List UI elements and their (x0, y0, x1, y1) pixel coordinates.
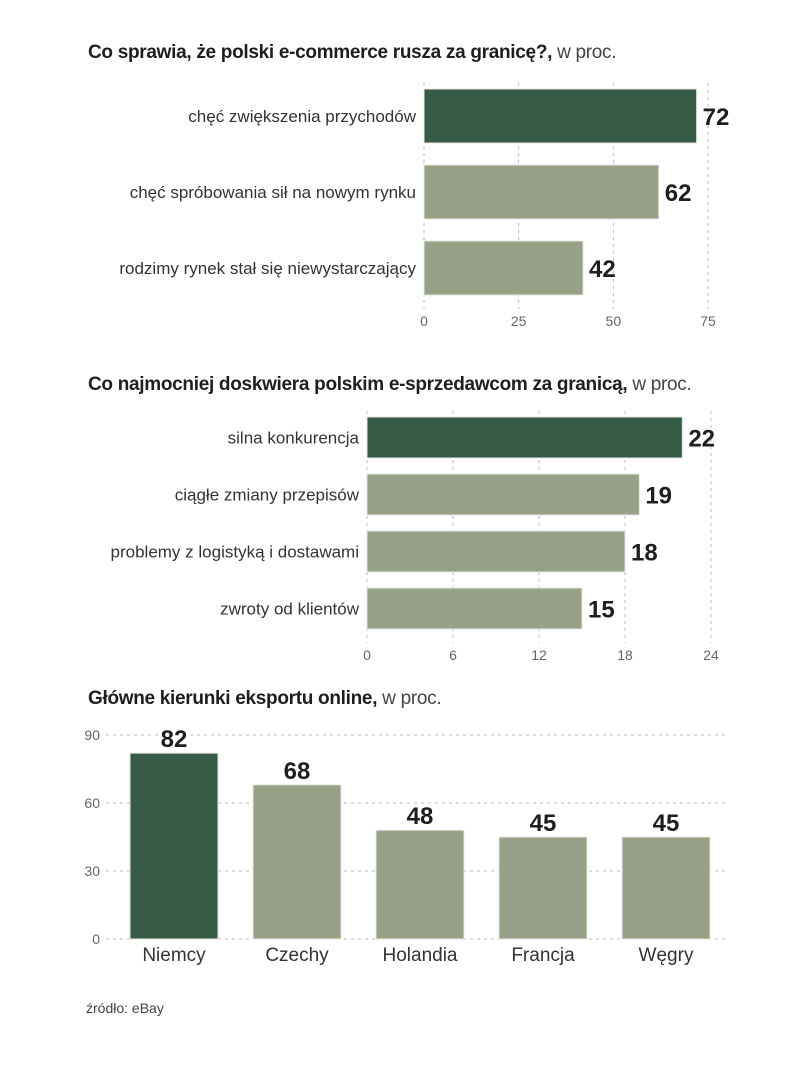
chart2-title-main: Co najmocniej doskwiera polskim e-sprzed… (88, 374, 628, 395)
y-tick-label: 60 (84, 795, 100, 811)
bar (366, 416, 683, 459)
category-label: Czechy (265, 945, 329, 966)
value-label: 22 (688, 426, 715, 453)
category-label: Niemcy (142, 945, 206, 966)
x-tick-label: 24 (703, 647, 719, 663)
y-tick-label: 0 (92, 931, 100, 947)
value-label: 45 (530, 810, 557, 837)
bar (498, 836, 588, 940)
chart1-title: Co sprawia, że polski e-commerce rusza z… (88, 42, 617, 64)
value-label: 19 (645, 483, 672, 510)
bar (366, 530, 626, 573)
category-label: ciągłe zmiany przepisów (175, 486, 360, 505)
x-tick-label: 0 (363, 647, 371, 663)
category-label: problemy z logistyką i dostawami (111, 543, 359, 562)
chart3-title: Główne kierunki eksportu online, w proc. (88, 688, 442, 710)
category-label: Węgry (639, 945, 694, 966)
value-label: 72 (703, 104, 730, 131)
bar (423, 88, 698, 144)
category-label: Francja (511, 945, 575, 966)
bar (423, 240, 584, 296)
category-label: zwroty od klientów (220, 600, 360, 619)
x-tick-label: 18 (617, 647, 633, 663)
value-label: 42 (589, 256, 616, 283)
x-tick-label: 6 (449, 647, 457, 663)
value-label: 68 (284, 758, 311, 785)
category-label: chęć zwiększenia przychodów (188, 107, 416, 126)
chart2-title-unit: w proc. (632, 374, 692, 395)
category-label: chęć spróbowania sił na nowym rynku (130, 183, 416, 202)
value-label: 62 (665, 180, 692, 207)
y-tick-label: 30 (84, 863, 100, 879)
chart3-title-unit: w proc. (382, 688, 442, 709)
chart1-reasons-bar-chart: 0 25 50 75 chęć zwiększenia przychodów 72 chęć… (119, 83, 730, 329)
bar (129, 752, 219, 940)
chart3-title-main: Główne kierunki eksportu online, (88, 688, 378, 709)
value-label: 45 (653, 810, 680, 837)
value-label: 48 (407, 803, 434, 830)
value-label: 15 (588, 597, 615, 624)
y-tick-label: 90 (84, 727, 100, 743)
value-label: 82 (161, 726, 188, 753)
chart1-title-unit: w proc. (557, 42, 617, 63)
bar (375, 829, 465, 940)
category-label: silna konkurencja (228, 429, 360, 448)
x-tick-label: 0 (420, 313, 428, 329)
bar (621, 836, 711, 940)
chart1-title-main: Co sprawia, że polski e-commerce rusza z… (88, 42, 553, 63)
source-note: źródło: eBay (86, 1000, 164, 1016)
x-tick-label: 12 (531, 647, 547, 663)
bar (366, 587, 583, 630)
value-label: 18 (631, 540, 658, 567)
bar (252, 784, 342, 940)
chart2-title: Co najmocniej doskwiera polskim e-sprzed… (88, 374, 692, 396)
x-tick-label: 50 (606, 313, 622, 329)
x-tick-label: 75 (700, 313, 716, 329)
bar (366, 473, 640, 516)
category-label: Holandia (383, 945, 458, 966)
bar (423, 164, 660, 220)
x-tick-label: 25 (511, 313, 527, 329)
chart2-difficulties-bar-chart: 0 6 12 18 24 silna konkurencja 22 ciągłe zmiany… (111, 411, 719, 663)
category-label: rodzimy rynek stał się niewystarczający (119, 259, 416, 278)
